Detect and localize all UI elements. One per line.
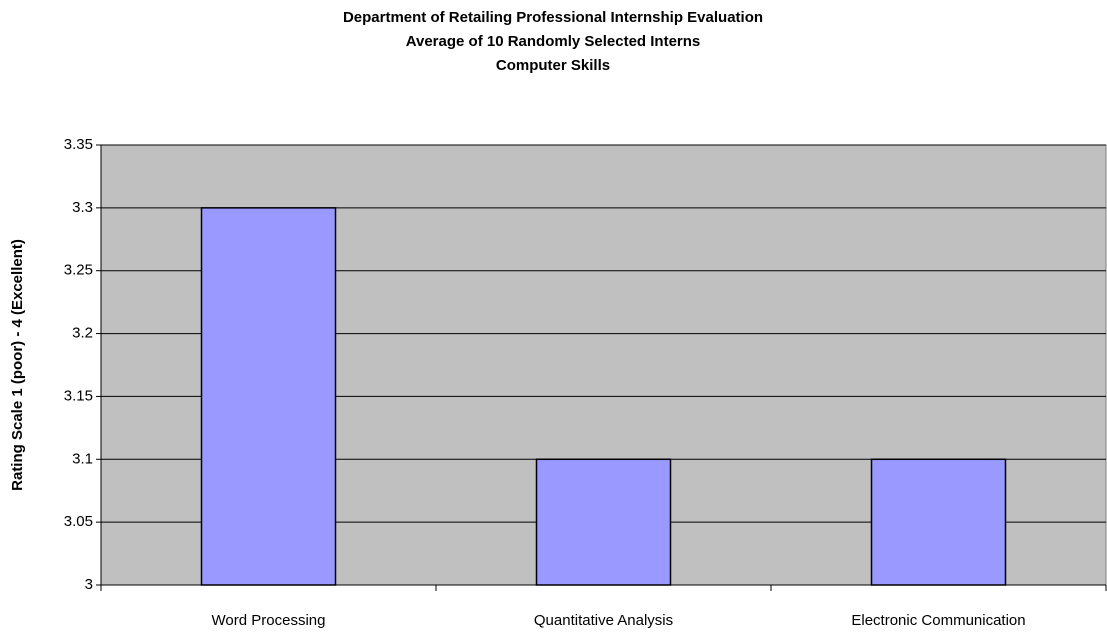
y-tick-label: 3 bbox=[85, 576, 93, 593]
bar bbox=[870, 458, 1007, 586]
y-tick-label: 3.05 bbox=[64, 513, 93, 530]
bar bbox=[535, 458, 672, 586]
y-tick-label: 3.25 bbox=[64, 262, 93, 279]
y-tick-label: 3.15 bbox=[64, 387, 93, 404]
x-tick-label: Quantitative Analysis bbox=[534, 612, 673, 629]
chart-title: Computer Skills bbox=[496, 57, 610, 74]
chart-title: Average of 10 Randomly Selected Interns bbox=[406, 33, 701, 50]
y-tick-label: 3.3 bbox=[72, 199, 93, 216]
x-tick-label: Word Processing bbox=[212, 612, 326, 629]
y-tick-label: 3.35 bbox=[64, 136, 93, 153]
chart-title: Department of Retailing Professional Int… bbox=[343, 9, 763, 26]
y-tick-label: 3.2 bbox=[72, 325, 93, 342]
bar bbox=[200, 207, 337, 586]
y-tick-label: 3.1 bbox=[72, 450, 93, 467]
x-tick-label: Electronic Communication bbox=[851, 612, 1025, 629]
y-axis-title: Rating Scale 1 (poor) - 4 (Excellent) bbox=[9, 239, 26, 491]
